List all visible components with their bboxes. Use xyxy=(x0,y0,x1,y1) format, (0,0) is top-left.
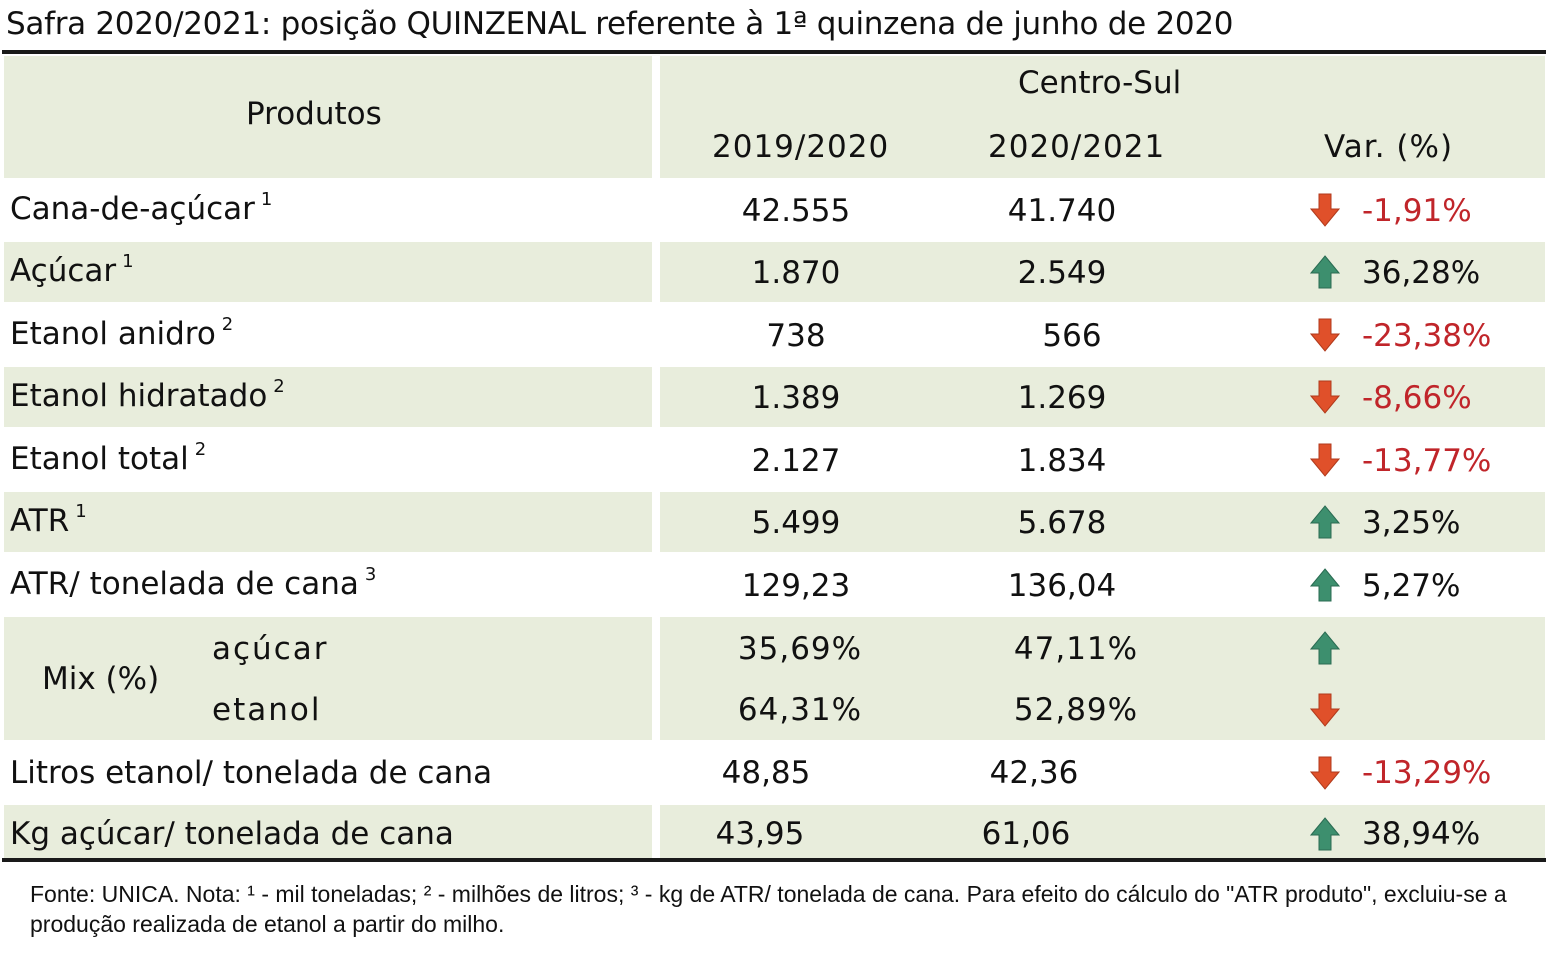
value-prev: 43,95 xyxy=(715,816,805,852)
arrow-up-icon xyxy=(1310,255,1340,289)
row-footnote: 2 xyxy=(273,376,285,397)
row-label: Etanol hidratado xyxy=(10,378,268,414)
row-footnote: 1 xyxy=(122,251,134,272)
value-prev: 1.389 xyxy=(751,380,841,416)
row-label: ATR xyxy=(10,503,70,539)
row-label: Kg açúcar/ tonelada de cana xyxy=(10,816,454,852)
row-label: Açúcar xyxy=(10,253,117,289)
value-curr: 5.678 xyxy=(1017,505,1107,541)
row-label: Etanol anidro xyxy=(10,316,216,352)
row-band xyxy=(660,617,1545,740)
value-curr: 566 xyxy=(1042,318,1102,354)
header-band-left xyxy=(4,56,652,178)
value-curr: 1.834 xyxy=(1017,443,1107,479)
row-band xyxy=(4,242,652,302)
row-footnote: 1 xyxy=(75,501,87,522)
header-col-prev: 2019/2020 xyxy=(712,129,890,165)
row-label: Cana-de-açúcar xyxy=(10,191,255,227)
row-footnote: 2 xyxy=(194,439,207,460)
arrow-up-icon xyxy=(1310,817,1340,851)
row-footnote: 1 xyxy=(260,189,273,210)
value-prev: 42.555 xyxy=(741,193,851,229)
arrow-up-icon xyxy=(1310,505,1340,539)
row-band xyxy=(660,805,1545,858)
value-prev: 5.499 xyxy=(751,505,841,541)
mix-acucar-prev: 35,69% xyxy=(737,631,863,667)
value-curr: 42,36 xyxy=(989,755,1079,791)
header-band-right xyxy=(660,56,1545,178)
arrow-up-icon xyxy=(1310,568,1340,602)
value-curr: 136,04 xyxy=(1007,568,1117,604)
row-footnote: 2 xyxy=(221,314,234,335)
header-region: Centro-Sul xyxy=(1018,65,1182,101)
row-footnote: 3 xyxy=(364,564,377,585)
arrow-down-icon xyxy=(1310,193,1340,227)
mix-etanol-label: etanol xyxy=(212,692,322,728)
top-rule xyxy=(2,50,1546,54)
page-title: Safra 2020/2021: posição QUINZENAL refer… xyxy=(6,6,1234,42)
row-label: Etanol total xyxy=(10,441,189,477)
value-prev: 738 xyxy=(766,318,826,354)
value-var: -13,77% xyxy=(1362,443,1492,479)
arrow-up-icon xyxy=(1310,631,1340,665)
arrow-down-icon xyxy=(1310,693,1340,727)
value-var: -23,38% xyxy=(1362,318,1492,354)
mix-acucar-label: açúcar xyxy=(212,631,329,667)
row-band xyxy=(4,805,652,858)
value-curr: 41.740 xyxy=(1007,193,1117,229)
mix-etanol-curr: 52,89% xyxy=(1013,692,1139,728)
mix-acucar-curr: 47,11% xyxy=(1013,631,1139,667)
value-prev: 129,23 xyxy=(741,568,851,604)
row-band xyxy=(4,617,652,740)
value-var: 36,28% xyxy=(1362,255,1481,291)
row-band xyxy=(4,492,652,552)
value-var: -13,29% xyxy=(1362,755,1492,791)
mix-etanol-prev: 64,31% xyxy=(737,692,863,728)
value-curr: 61,06 xyxy=(981,816,1071,852)
arrow-down-icon xyxy=(1310,443,1340,477)
header-col-curr: 2020/2021 xyxy=(988,129,1166,165)
arrow-down-icon xyxy=(1310,756,1340,790)
arrow-down-icon xyxy=(1310,380,1340,414)
value-curr: 2.549 xyxy=(1017,255,1107,291)
value-prev: 1.870 xyxy=(751,255,841,291)
row-label: Litros etanol/ tonelada de cana xyxy=(10,755,493,791)
arrow-down-icon xyxy=(1310,318,1340,352)
row-band xyxy=(660,367,1545,427)
bottom-rule xyxy=(2,858,1546,862)
header-col-var: Var. (%) xyxy=(1324,129,1454,165)
row-band xyxy=(660,242,1545,302)
value-var: 5,27% xyxy=(1362,568,1461,604)
source-note: Fonte: UNICA. Nota: ¹ - mil toneladas; ²… xyxy=(30,881,1507,937)
value-var: 3,25% xyxy=(1362,505,1461,541)
row-band xyxy=(4,367,652,427)
mix-label: Mix (%) xyxy=(42,661,160,697)
value-var: -1,91% xyxy=(1362,193,1472,229)
row-band xyxy=(660,492,1545,552)
value-var: -8,66% xyxy=(1362,380,1472,416)
header-produtos: Produtos xyxy=(246,96,382,132)
value-prev: 48,85 xyxy=(721,755,811,791)
row-label: ATR/ tonelada de cana xyxy=(10,566,359,602)
value-curr: 1.269 xyxy=(1017,380,1107,416)
value-prev: 2.127 xyxy=(751,443,841,479)
value-var: 38,94% xyxy=(1362,816,1481,852)
